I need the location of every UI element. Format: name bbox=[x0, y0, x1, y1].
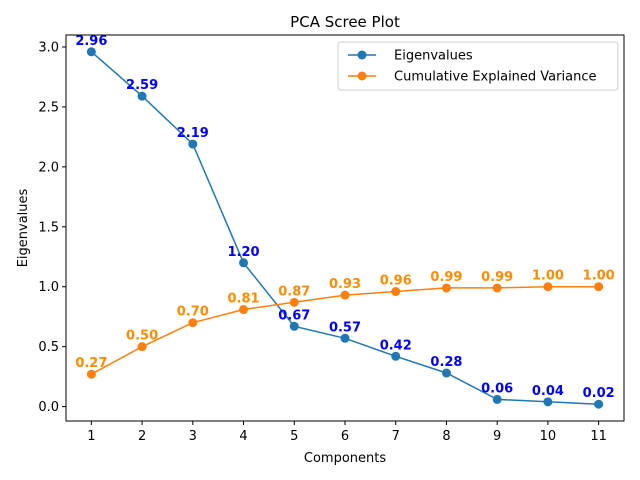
chart-title: PCA Scree Plot bbox=[290, 13, 400, 31]
data-point-cumulative bbox=[239, 305, 249, 315]
data-point-cumulative bbox=[594, 282, 604, 292]
x-tick-label: 3 bbox=[189, 429, 197, 444]
data-point-eigenvalues bbox=[543, 397, 553, 407]
x-axis-label: Components bbox=[304, 451, 386, 466]
data-label-cumulative: 0.96 bbox=[380, 274, 412, 289]
data-point-eigenvalues bbox=[289, 321, 299, 331]
series-line-eigenvalues bbox=[90, 51, 599, 405]
y-tick-label: 2.5 bbox=[38, 100, 59, 115]
legend-marker-eigenvalues bbox=[357, 50, 367, 60]
data-point-eigenvalues bbox=[86, 47, 96, 57]
data-point-eigenvalues bbox=[492, 394, 502, 404]
data-point-cumulative bbox=[391, 287, 401, 297]
data-point-eigenvalues bbox=[239, 258, 249, 268]
y-tick-label: 1.0 bbox=[38, 280, 59, 295]
x-tick-label: 6 bbox=[341, 429, 349, 444]
legend-box bbox=[337, 41, 619, 91]
data-point-eigenvalues bbox=[594, 399, 604, 409]
data-label-eigenvalues: 0.57 bbox=[329, 320, 361, 335]
axes: 0.0 0.5 1.0 1.5 2.0 2.5 3.0 1 2 3 4 5 6 7 8 9 10 11 bbox=[38, 40, 607, 444]
data-point-cumulative bbox=[86, 369, 96, 379]
data-point-eigenvalues bbox=[137, 91, 147, 101]
data-label-eigenvalues: 0.06 bbox=[481, 381, 513, 396]
y-tick-label: 1.5 bbox=[38, 220, 59, 235]
x-tick-label: 2 bbox=[138, 429, 146, 444]
data-point-eigenvalues bbox=[188, 139, 198, 149]
data-point-eigenvalues bbox=[391, 351, 401, 361]
data-label-eigenvalues: 0.28 bbox=[430, 355, 462, 370]
data-label-cumulative: 0.27 bbox=[75, 356, 107, 371]
y-tick-label: 2.0 bbox=[38, 160, 59, 175]
x-tick-label: 9 bbox=[493, 429, 501, 444]
x-tick-label: 1 bbox=[87, 429, 95, 444]
x-tick-label: 7 bbox=[392, 429, 400, 444]
data-label-eigenvalues: 0.67 bbox=[278, 308, 310, 323]
data-label-cumulative: 0.81 bbox=[228, 292, 260, 307]
data-point-cumulative bbox=[492, 283, 502, 293]
data-label-eigenvalues: 1.20 bbox=[228, 245, 260, 260]
data-label-cumulative: 0.87 bbox=[278, 284, 310, 299]
data-point-cumulative bbox=[441, 283, 451, 293]
data-label-eigenvalues: 2.96 bbox=[75, 34, 107, 49]
legend-label-eigenvalues: Eigenvalues bbox=[394, 49, 473, 64]
x-tick-label: 8 bbox=[442, 429, 450, 444]
data-label-cumulative: 0.99 bbox=[481, 270, 513, 285]
data-label-eigenvalues: 2.19 bbox=[177, 126, 209, 141]
data-label-eigenvalues: 0.04 bbox=[532, 384, 564, 399]
data-label-cumulative: 1.00 bbox=[532, 269, 564, 284]
data-label-cumulative: 0.93 bbox=[329, 277, 361, 292]
data-label-eigenvalues: 2.59 bbox=[126, 78, 158, 93]
data-point-cumulative bbox=[289, 297, 299, 307]
data-point-cumulative bbox=[340, 290, 350, 300]
data-label-cumulative: 1.00 bbox=[583, 269, 615, 284]
x-tick-label: 11 bbox=[590, 429, 607, 444]
y-axis-label: Eigenvalues bbox=[16, 188, 31, 267]
x-tick-label: 5 bbox=[290, 429, 298, 444]
plot-area: 2.96 2.59 2.19 1.20 0.67 0.57 0.42 0.28 0.06 0.04… bbox=[75, 34, 615, 409]
data-label-cumulative: 0.70 bbox=[177, 305, 209, 320]
legend-marker-cumulative bbox=[357, 71, 367, 81]
y-tick-label: 0.5 bbox=[38, 340, 59, 355]
x-tick-label: 4 bbox=[239, 429, 247, 444]
data-point-cumulative bbox=[188, 318, 198, 328]
data-point-eigenvalues bbox=[441, 368, 451, 378]
legend: Eigenvalues Cumulative Explained Varianc… bbox=[337, 41, 619, 91]
data-label-eigenvalues: 0.02 bbox=[583, 386, 615, 401]
data-point-eigenvalues bbox=[340, 333, 350, 343]
y-tick-label: 0.0 bbox=[38, 400, 59, 415]
legend-label-cumulative: Cumulative Explained Variance bbox=[394, 70, 596, 85]
data-label-cumulative: 0.50 bbox=[126, 329, 158, 344]
data-label-cumulative: 0.99 bbox=[430, 270, 462, 285]
x-tick-label: 10 bbox=[540, 429, 557, 444]
y-tick-label: 3.0 bbox=[38, 40, 59, 55]
data-point-cumulative bbox=[543, 282, 553, 292]
data-point-cumulative bbox=[137, 342, 147, 352]
data-label-eigenvalues: 0.42 bbox=[380, 338, 412, 353]
